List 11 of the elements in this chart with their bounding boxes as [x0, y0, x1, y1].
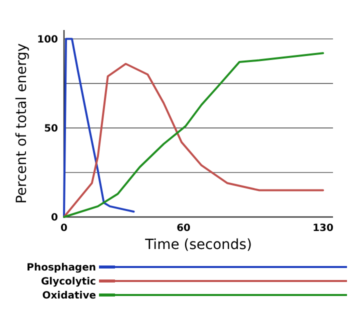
- y-tick-label: 0: [51, 212, 58, 224]
- legend-label: Oxidative: [42, 290, 96, 302]
- x-tick-label: 0: [60, 223, 68, 234]
- y-axis-title: Percent of total energy: [14, 43, 30, 204]
- y-tick-label: 100: [37, 34, 58, 46]
- x-axis-title: Time (seconds): [144, 237, 252, 253]
- y-tick-label: 50: [44, 123, 58, 134]
- legend-label: Glycolytic: [40, 276, 96, 288]
- x-tick-label: 60: [176, 223, 191, 234]
- legend-label: Phosphagen: [26, 262, 96, 274]
- x-tick-label: 130: [312, 223, 334, 234]
